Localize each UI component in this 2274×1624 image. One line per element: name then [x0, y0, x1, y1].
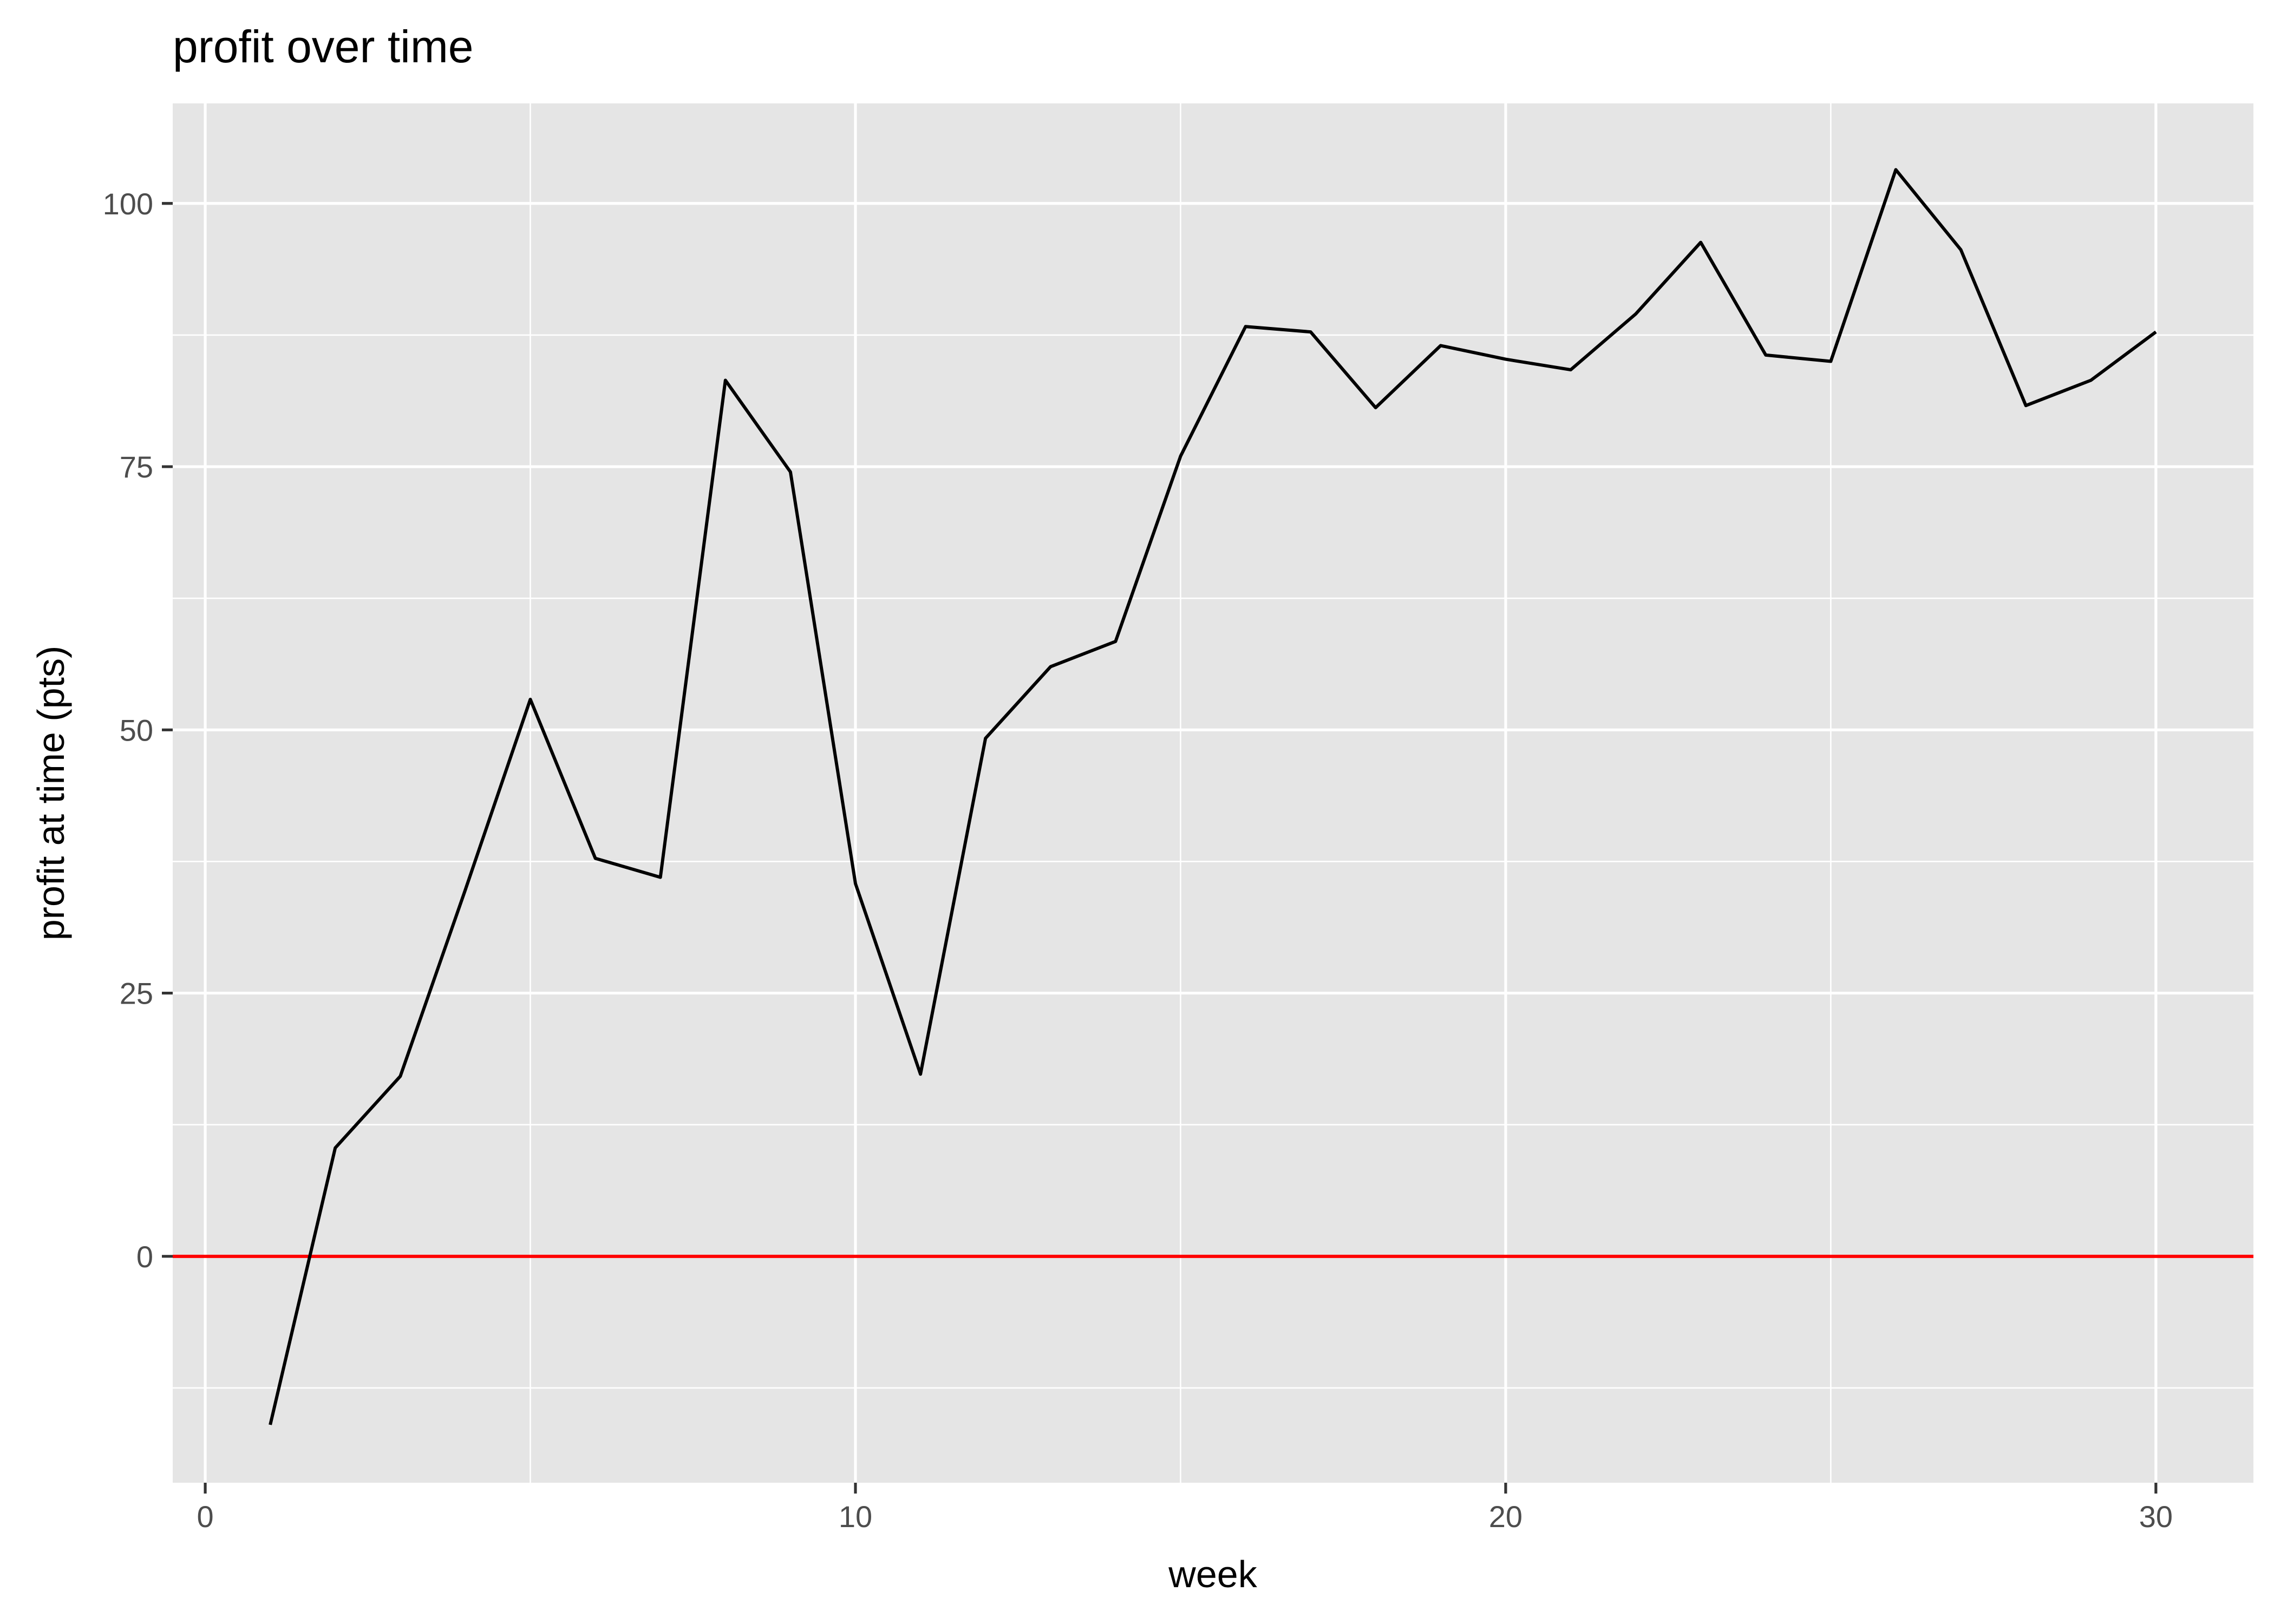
- y-axis: 0 25 50 75 100: [103, 187, 173, 1274]
- x-tick-label: 30: [2139, 1499, 2173, 1534]
- y-tick-label: 0: [136, 1240, 153, 1274]
- y-tick-label: 50: [120, 713, 153, 747]
- y-tick-label: 25: [120, 977, 153, 1011]
- series-line: [269, 168, 2157, 1425]
- x-axis-title: week: [1168, 1553, 1257, 1595]
- x-axis: 0 10 20 30: [197, 1483, 2173, 1534]
- y-axis-title: profit at time (pts): [30, 646, 72, 941]
- x-tick-label: 20: [1489, 1499, 1522, 1534]
- chart-title: profit over time: [173, 21, 474, 72]
- x-tick-label: 10: [839, 1499, 872, 1534]
- series-lines: [269, 168, 2157, 1425]
- y-tick-label: 75: [120, 450, 153, 484]
- plot-panel: [173, 103, 2253, 1483]
- x-tick-label: 0: [197, 1499, 213, 1534]
- y-tick-label: 100: [103, 187, 153, 221]
- minor-gridlines: [173, 103, 2253, 1483]
